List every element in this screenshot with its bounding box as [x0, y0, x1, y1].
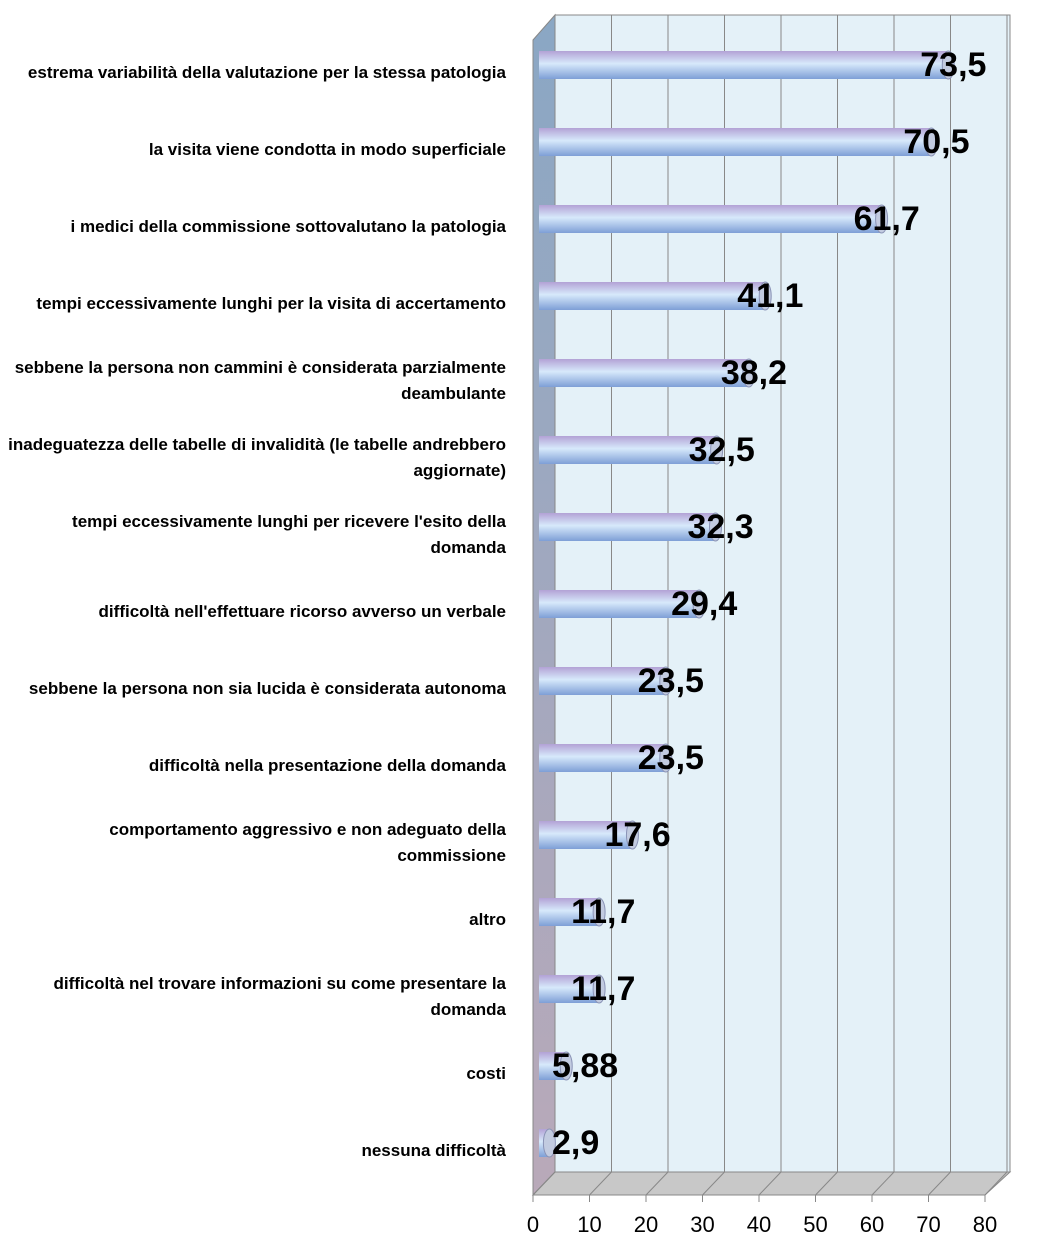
bar [539, 512, 722, 542]
value-label: 11,7 [571, 970, 635, 1008]
category-label: comportamento aggressivo e non adeguato … [109, 820, 506, 865]
bar-body [539, 359, 749, 387]
bar [539, 281, 772, 311]
value-label: 23,5 [638, 739, 704, 777]
floor-grid-line [758, 1171, 782, 1196]
category-label: sebbene la persona non sia lucida è cons… [28, 679, 506, 698]
bar-cap [592, 897, 606, 927]
bar-cap [742, 358, 756, 388]
bar-body [539, 590, 700, 618]
floor-grid-line [871, 1171, 895, 1196]
bar [539, 127, 938, 157]
bar-body [539, 898, 600, 926]
bar-cap [758, 281, 772, 311]
bar-cap [559, 1051, 573, 1081]
bar-cap [941, 50, 955, 80]
bar-cap [659, 666, 673, 696]
bar-body [539, 436, 717, 464]
bar-body [539, 282, 766, 310]
value-label: 32,5 [689, 431, 755, 469]
value-label: 38,2 [721, 354, 787, 392]
category-label: nessuna difficoltà [361, 1141, 506, 1160]
bar-body [539, 128, 932, 156]
bar-cap [708, 512, 722, 542]
value-label: 70,5 [903, 123, 969, 161]
bar-cap [924, 127, 938, 157]
bar-cap [692, 589, 706, 619]
x-tick-label: 20 [634, 1212, 658, 1237]
value-label: 61,7 [854, 200, 920, 238]
bar-body [539, 744, 666, 772]
x-tick-label: 0 [527, 1212, 539, 1237]
floor-grid-line [645, 1171, 669, 1196]
value-label: 23,5 [638, 662, 704, 700]
category-label: difficoltà nell'effettuare ricorso avver… [98, 602, 506, 621]
bar [539, 666, 673, 696]
x-tick-label: 80 [973, 1212, 997, 1237]
category-label: altro [469, 910, 506, 929]
category-label: difficoltà nella presentazione della dom… [148, 756, 506, 775]
floor-grid-line [984, 1171, 1008, 1196]
bar-cap [710, 435, 724, 465]
bar-cap [625, 820, 639, 850]
bar-body [539, 821, 633, 849]
bar-cap [542, 1128, 556, 1158]
bar-body [539, 51, 949, 79]
bar-cap [592, 974, 606, 1004]
bar [539, 897, 606, 927]
bar [539, 743, 673, 773]
floor-grid-line [815, 1171, 838, 1196]
x-tick-label: 30 [690, 1212, 714, 1237]
x-tick-label: 50 [803, 1212, 827, 1237]
floor [531, 1171, 1012, 1196]
category-label: sebbene la persona non cammini è conside… [14, 358, 506, 403]
category-label: costi [466, 1064, 506, 1083]
bar-body [539, 975, 600, 1003]
bar [539, 204, 889, 234]
value-label: 29,4 [671, 585, 737, 623]
value-label: 11,7 [571, 893, 635, 931]
floor-grid-line [928, 1171, 951, 1196]
bar-cap [659, 743, 673, 773]
bar-body [539, 667, 666, 695]
value-label: 32,3 [687, 508, 753, 546]
bar-cap [875, 204, 889, 234]
x-tick-label: 70 [916, 1212, 940, 1237]
bar [539, 1051, 573, 1081]
value-label: 41,1 [737, 277, 803, 315]
bar [539, 435, 724, 465]
value-label: 2,9 [552, 1124, 599, 1162]
x-tick-label: 10 [577, 1212, 601, 1237]
category-label: tempi eccessivamente lunghi per la visit… [36, 294, 506, 313]
bar-body [539, 513, 716, 541]
bar [539, 974, 606, 1004]
category-label: la visita viene condotta in modo superfi… [148, 140, 506, 159]
bar [539, 358, 756, 388]
category-label: estrema variabilità della valutazione pe… [27, 63, 506, 82]
value-label: 5,88 [552, 1047, 618, 1085]
category-label: i medici della commissione sottovalutano… [70, 217, 506, 236]
floor-grid-line [702, 1171, 725, 1196]
category-label: difficoltà nel trovare informazioni su c… [53, 974, 506, 1019]
floor-grid-line [532, 1171, 556, 1196]
value-label: 17,6 [604, 816, 670, 854]
bar [539, 820, 639, 850]
x-tick-label: 40 [747, 1212, 771, 1237]
bar [539, 1128, 556, 1158]
x-tick-label: 60 [860, 1212, 884, 1237]
category-label: inadeguatezza delle tabelle di invalidit… [8, 435, 506, 480]
bar [539, 50, 955, 80]
value-label: 73,5 [920, 46, 986, 84]
bar [539, 589, 706, 619]
bar-body [539, 205, 882, 233]
floor-grid-line [589, 1171, 612, 1196]
category-label: tempi eccessivamente lunghi per ricevere… [72, 512, 506, 557]
